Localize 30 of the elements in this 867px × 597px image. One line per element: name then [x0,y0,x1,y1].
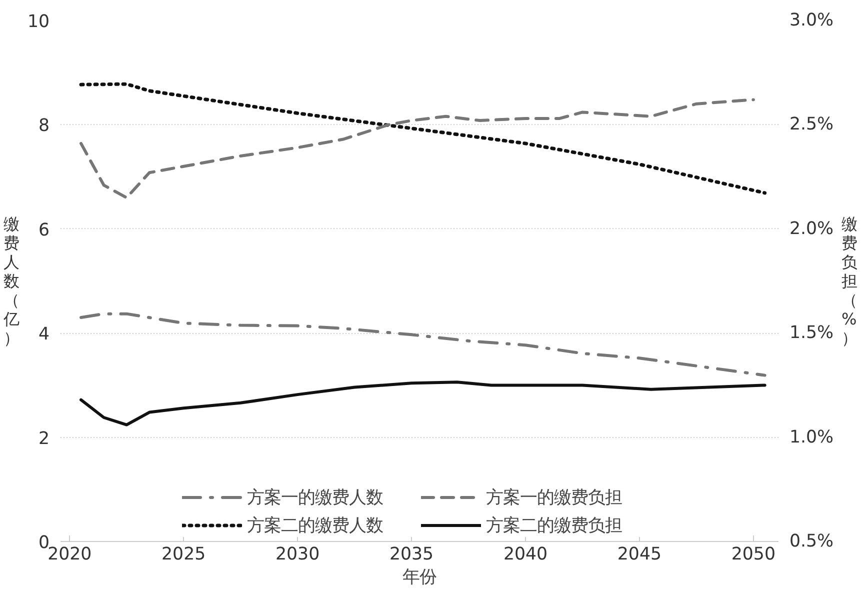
y2-tick-label: 1.0% [790,427,834,448]
legend-label: 方案一的缴费人数 [247,487,384,509]
legend-label: 方案一的缴费负担 [486,487,623,509]
y2-tick-label: 1.5% [790,323,834,344]
x-tick-label: 2035 [389,544,434,564]
y-tick-label: 6 [38,220,50,240]
y2-axis-title: 缴费负担（%） [842,214,858,348]
line-series [80,98,755,200]
x-axis-title: 年份 [402,568,436,588]
y-axis-title: 缴费人数（亿） [2,214,20,348]
legend-label: 方案二的缴费负担 [486,515,623,537]
y-tick-label: 2 [38,428,50,449]
line-series [79,82,767,195]
y-tick-label: 10 [27,12,50,32]
y-tick-label: 8 [38,116,50,136]
y2-tick-label: 3.0% [790,10,834,30]
x-tick-label: 2045 [617,544,662,564]
x-tick-label: 2040 [503,544,548,564]
legend-label: 方案二的缴费人数 [247,515,384,537]
y-tick-label: 4 [38,324,50,345]
x-tick-label: 2030 [276,544,320,564]
y-tick-label: 0 [38,533,50,553]
line-series [80,312,766,377]
x-tick-label: 2050 [731,544,776,564]
x-tick-label: 2020 [48,544,92,564]
y2-tick-label: 0.5% [790,532,834,552]
x-tick-label: 2025 [162,544,206,564]
y2-tick-label: 2.5% [790,114,834,135]
line-series [80,380,766,426]
y2-tick-label: 2.0% [790,218,834,239]
